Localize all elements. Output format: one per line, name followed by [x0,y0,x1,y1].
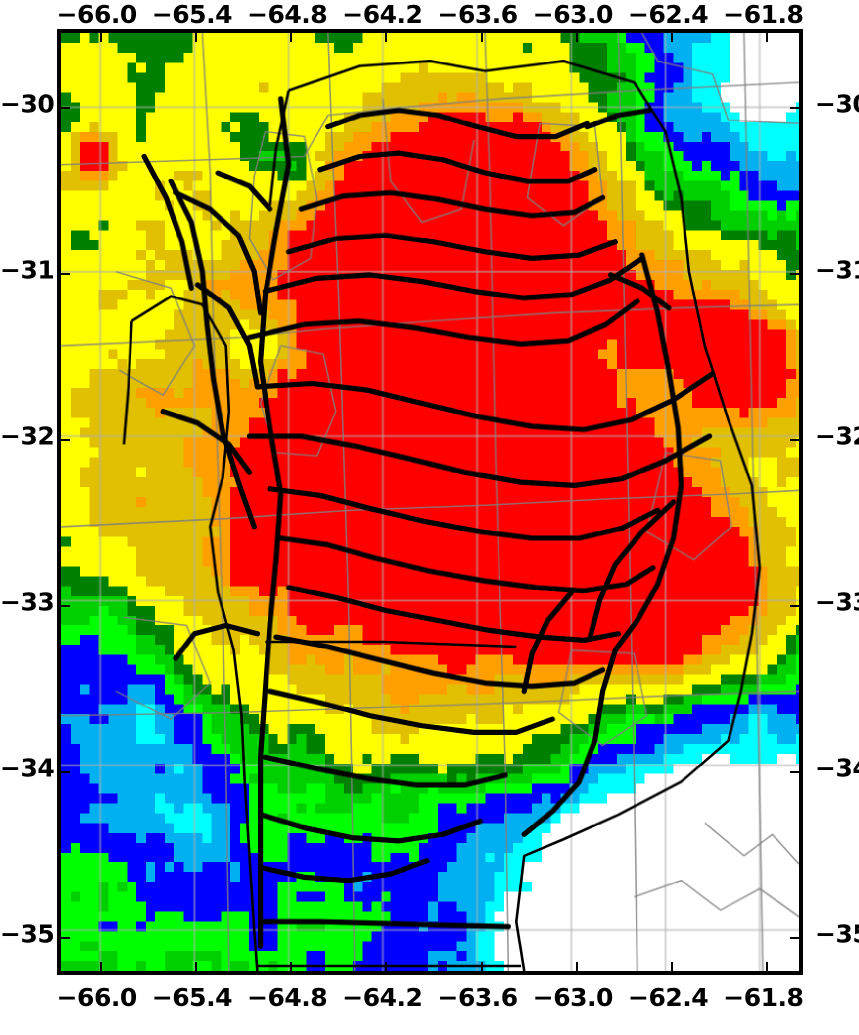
x-tick-bottom-0 [99,962,102,971]
y-tick-left-0 [61,106,70,109]
x-tick-label-top-7: −61.8 [723,0,804,29]
x-tick-label-top-1: −65.4 [151,0,233,29]
x-tick-label-top-4: −63.6 [437,0,519,29]
y-tick-label-left-0: −30 [0,89,55,119]
x-tick-label-bottom-6: −62.4 [628,983,709,1012]
x-tick-label-top-6: −62.4 [628,0,709,29]
raster-heatmap-canvas[interactable] [61,33,799,971]
x-tick-bottom-5 [575,962,578,971]
y-tick-label-right-4: −34 [815,753,859,783]
y-tick-label-left-3: −33 [0,587,55,617]
x-tick-bottom-4 [480,962,483,971]
x-tick-label-bottom-1: −65.4 [151,983,233,1012]
y-tick-left-2 [61,438,70,441]
y-tick-right-3 [790,604,799,607]
x-tick-label-top-2: −64.8 [247,0,328,29]
y-tick-right-2 [790,438,799,441]
x-tick-bottom-6 [671,962,674,971]
y-tick-left-1 [61,272,70,275]
x-tick-top-2 [290,33,293,42]
y-tick-right-5 [790,936,799,939]
x-tick-top-5 [575,33,578,42]
x-tick-label-bottom-7: −61.8 [723,983,804,1012]
x-tick-bottom-3 [385,962,388,971]
x-tick-bottom-7 [766,962,769,971]
x-tick-top-3 [385,33,388,42]
y-tick-left-3 [61,604,70,607]
y-tick-label-right-5: −35 [815,919,859,948]
y-tick-left-5 [61,936,70,939]
y-tick-label-right-3: −33 [815,587,859,617]
x-tick-label-top-5: −63.0 [532,0,614,29]
map-axes[interactable] [57,29,803,975]
x-tick-top-4 [480,33,483,42]
y-tick-label-left-5: −35 [0,919,55,948]
x-tick-bottom-1 [194,962,197,971]
x-tick-label-bottom-5: −63.0 [532,983,614,1012]
x-tick-top-7 [766,33,769,42]
y-tick-right-1 [790,272,799,275]
x-tick-label-bottom-3: −64.2 [342,983,423,1012]
y-tick-label-right-2: −32 [815,421,859,451]
y-tick-label-left-2: −32 [0,421,55,451]
y-tick-label-left-4: −34 [0,753,55,783]
y-tick-left-4 [61,770,70,773]
x-tick-label-top-3: −64.2 [342,0,423,29]
x-tick-label-bottom-4: −63.6 [437,983,519,1012]
x-tick-top-1 [194,33,197,42]
y-tick-right-4 [790,770,799,773]
y-tick-label-right-0: −30 [815,89,859,119]
y-tick-label-left-1: −31 [0,255,55,285]
y-tick-right-0 [790,106,799,109]
x-tick-top-6 [671,33,674,42]
y-tick-label-right-1: −31 [815,255,859,285]
x-tick-label-bottom-2: −64.8 [247,983,328,1012]
x-tick-bottom-2 [290,962,293,971]
x-tick-label-bottom-0: −66.0 [56,983,138,1012]
x-tick-top-0 [99,33,102,42]
x-tick-label-top-0: −66.0 [56,0,138,29]
